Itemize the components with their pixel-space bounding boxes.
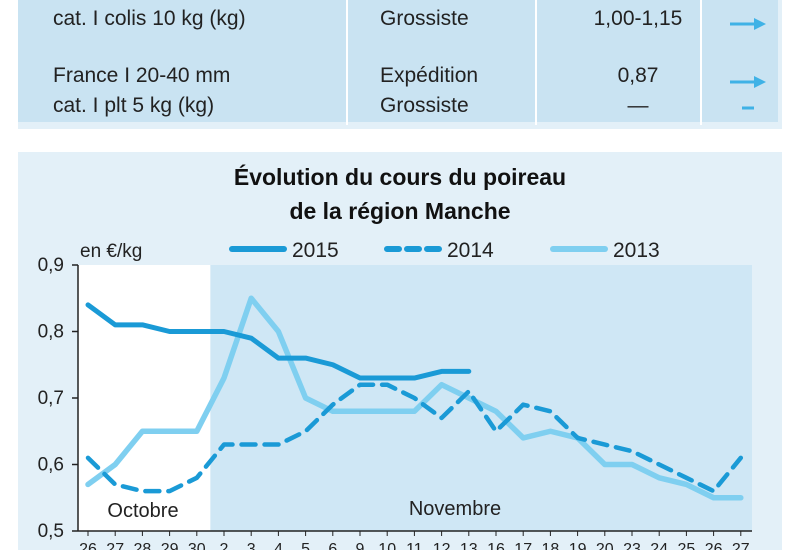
column-divider [535,0,537,125]
y-tick-label: 0,7 [38,388,64,409]
stage-label: Grossiste [380,7,469,30]
x-tick-label: 16 [487,541,505,550]
x-tick-label: 26 [705,541,723,550]
x-tick-label: 3 [247,541,256,550]
x-tick-label: 26 [79,541,97,550]
x-tick-label: 27 [732,541,750,550]
x-tick-label: 5 [301,541,310,550]
month-label: Octobre [107,500,178,522]
x-tick-label: 6 [328,541,337,550]
table-row: France I 20-40 mm cat. I plt 5 kg (kg) E… [18,60,778,122]
x-tick-label: 28 [134,541,152,550]
y-tick-label: 0,8 [38,322,64,343]
november-band [210,265,752,531]
x-tick-label: 23 [623,541,641,550]
legend-label-2014: 2014 [447,239,494,262]
month-label: Novembre [409,498,501,520]
x-tick-label: 24 [650,541,668,550]
x-tick-label: 17 [514,541,532,550]
table-row: cat. I colis 10 kg (kg) Grossiste 1,00-1… [18,0,778,62]
october-band [78,265,211,531]
x-tick-label: 12 [433,541,451,550]
y-tick-label: 0,5 [38,521,64,542]
product-label: France I 20-40 mm [53,64,231,87]
arrow-right-icon [730,18,766,30]
price-value: 1,00-1,15 [593,7,683,30]
chart-title: Évolution du cours du poireau de la régi… [18,160,782,228]
series-line-2014 [85,382,744,494]
chart-title-line: de la région Manche [289,198,511,224]
x-tick-label: 13 [460,541,478,550]
series-line-2015 [85,302,472,381]
x-tick-label: 4 [274,541,283,550]
x-tick-label: 19 [569,541,587,550]
x-tick-label: 18 [542,541,560,550]
column-divider [700,0,702,125]
x-tick-label: 2 [220,541,229,550]
series-line-2013 [85,295,744,501]
x-tick-label: 29 [161,541,179,550]
stage-label: Expédition [380,64,479,87]
y-tick-label: 0,9 [38,255,64,276]
x-tick-label: 25 [678,541,696,550]
y-axis-label: en €/kg [80,241,142,262]
x-tick-label: 30 [188,541,206,550]
x-tick-label: 10 [378,541,396,550]
column-divider [346,0,348,125]
price-value: 0,87 [617,64,659,87]
dash-icon [742,106,754,110]
arrow-right-icon [730,76,766,88]
x-tick-label: 27 [106,541,124,550]
legend-label-2013: 2013 [613,239,660,262]
product-label: cat. I colis 10 kg (kg) [53,7,246,30]
x-tick-label: 9 [356,541,365,550]
stage-label: Grossiste [380,94,469,117]
x-tick-label: 20 [596,541,614,550]
legend-label-2015: 2015 [292,239,339,262]
y-tick-label: 0,6 [38,455,64,476]
chart-title-line: Évolution du cours du poireau [233,164,567,190]
product-label: cat. I plt 5 kg (kg) [53,94,215,117]
x-tick-label: 11 [406,541,423,550]
price-value: — [627,94,649,117]
